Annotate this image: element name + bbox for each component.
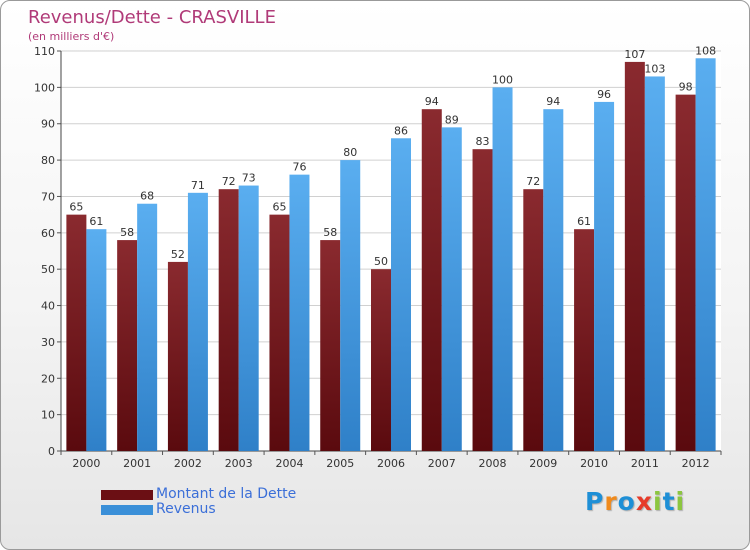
bar-revenus	[238, 185, 259, 451]
data-label: 83	[476, 135, 490, 148]
legend-label-dette: Montant de la Dette	[156, 486, 297, 502]
y-tick-label: 110	[34, 45, 55, 58]
bar-dette	[523, 189, 544, 451]
data-label: 94	[546, 95, 560, 108]
logo-letter: i	[653, 487, 663, 516]
data-label: 98	[679, 81, 693, 94]
data-label: 58	[323, 226, 337, 239]
bar-revenus	[441, 127, 462, 451]
y-tick-label: 90	[41, 118, 55, 131]
data-label: 58	[120, 226, 134, 239]
y-tick-label: 80	[41, 154, 55, 167]
bar-revenus	[137, 203, 158, 451]
bar-dette	[624, 61, 645, 452]
chart-subtitle: (en milliers d'€)	[28, 30, 115, 43]
logo-letter: o	[617, 487, 636, 516]
legend-label-revenus: Revenus	[156, 501, 216, 517]
x-tick-label: 2001	[123, 457, 151, 470]
legend-swatch-dette	[101, 490, 153, 500]
x-tick-label: 2003	[225, 457, 253, 470]
data-label: 71	[191, 179, 205, 192]
y-tick-label: 0	[48, 445, 55, 458]
data-label: 76	[292, 161, 306, 174]
x-tick-label: 2004	[275, 457, 303, 470]
bar-revenus	[695, 58, 716, 451]
data-label: 100	[492, 73, 513, 86]
data-label: 68	[140, 190, 154, 203]
bar-dette	[675, 94, 696, 452]
data-label: 61	[89, 215, 103, 228]
data-label: 103	[644, 62, 665, 75]
x-tick-label: 2002	[174, 457, 202, 470]
proxiti-logo: Proxiti	[585, 487, 685, 516]
logo-letter: P	[585, 487, 605, 516]
bar-dette	[371, 269, 391, 451]
y-tick-label: 10	[41, 409, 55, 422]
bar-dette	[269, 214, 290, 451]
x-tick-label: 2012	[682, 457, 710, 470]
bar-revenus	[543, 109, 564, 451]
bar-dette	[66, 214, 87, 451]
bar-revenus	[644, 76, 665, 452]
x-tick-label: 2010	[580, 457, 608, 470]
bar-revenus	[86, 229, 107, 451]
data-label: 65	[69, 201, 83, 214]
bar-dette	[421, 109, 442, 451]
bar-dette	[117, 240, 138, 451]
data-label: 96	[597, 88, 611, 101]
data-label: 108	[695, 44, 716, 57]
x-tick-label: 2005	[326, 457, 354, 470]
data-label: 61	[577, 215, 591, 228]
y-tick-label: 20	[41, 372, 55, 385]
data-label: 80	[343, 146, 357, 159]
data-label: 65	[272, 201, 286, 214]
y-tick-label: 50	[41, 263, 55, 276]
y-tick-label: 40	[41, 300, 55, 313]
bar-revenus	[340, 160, 361, 451]
x-tick-label: 2007	[428, 457, 456, 470]
data-label: 94	[425, 95, 439, 108]
logo-letter: t	[662, 487, 676, 516]
logo-letter: x	[635, 487, 653, 516]
data-label: 72	[222, 175, 236, 188]
x-tick-label: 2000	[72, 457, 100, 470]
data-label: 72	[526, 175, 540, 188]
y-tick-label: 70	[41, 190, 55, 203]
data-label: 107	[624, 48, 645, 61]
bar-dette	[320, 240, 341, 451]
bar-revenus	[391, 138, 411, 452]
data-label: 73	[242, 172, 256, 185]
data-label: 89	[445, 113, 459, 126]
bar-dette	[472, 149, 493, 451]
data-label: 50	[374, 255, 388, 268]
bar-revenus	[187, 192, 208, 451]
x-tick-label: 2008	[479, 457, 507, 470]
y-tick-label: 100	[34, 81, 55, 94]
y-tick-label: 30	[41, 336, 55, 349]
data-label: 86	[394, 124, 408, 137]
legend-swatch-revenus	[101, 505, 153, 515]
bar-revenus	[289, 174, 310, 452]
logo-letter: r	[604, 487, 618, 516]
data-label: 52	[171, 248, 185, 261]
x-tick-label: 2006	[377, 457, 405, 470]
bar-dette	[574, 229, 595, 451]
x-tick-label: 2011	[631, 457, 659, 470]
chart-title: Revenus/Dette - CRASVILLE	[28, 7, 276, 28]
bar-revenus	[594, 101, 615, 451]
bar-revenus	[492, 87, 513, 451]
y-tick-label: 60	[41, 227, 55, 240]
x-tick-label: 2009	[529, 457, 557, 470]
bar-dette	[167, 261, 188, 451]
bar-dette	[218, 189, 239, 451]
logo-letter: i	[675, 487, 686, 516]
